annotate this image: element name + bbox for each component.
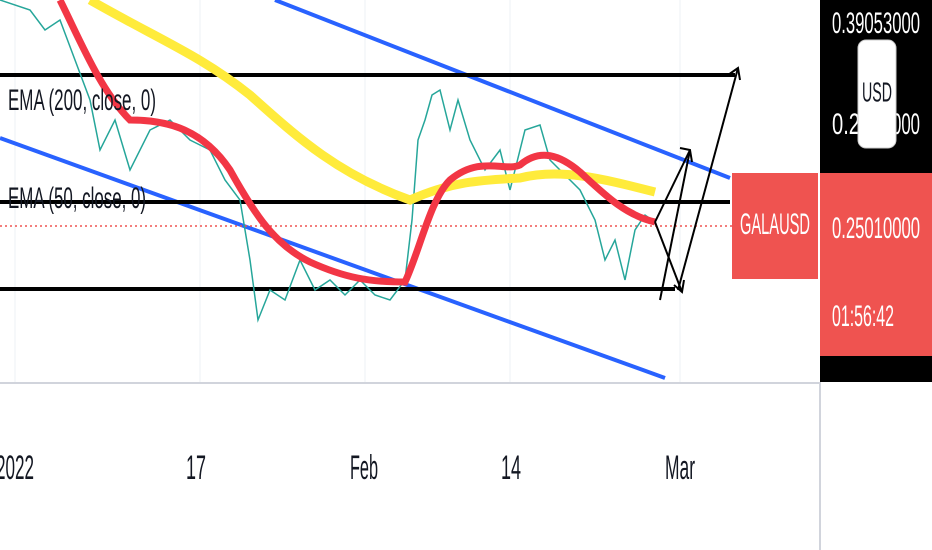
time-label: 17 — [186, 449, 206, 487]
indicator-label: EMA (200, close, 0) — [8, 84, 156, 117]
symbol-tag — [732, 173, 818, 279]
channel-lower — [0, 136, 666, 380]
time-label: 2022 — [0, 449, 34, 487]
price-label: 0.39053000 — [832, 7, 920, 40]
symbol-label: GALAUSD — [740, 208, 810, 241]
time-label: 14 — [501, 449, 521, 487]
price-label: 0.2 — [832, 108, 860, 141]
ema-200 — [87, 0, 657, 205]
time-label: Feb — [350, 449, 378, 487]
projection-arrows — [654, 66, 741, 301]
price-label: 000 — [892, 108, 920, 141]
countdown: 01:56:42 — [832, 300, 894, 333]
ema-50 — [56, 0, 656, 286]
currency-button[interactable] — [857, 39, 897, 149]
last-price: 0.25010000 — [832, 212, 920, 245]
indicator-label: EMA (50, close, 0) — [8, 182, 146, 215]
time-label: Mar — [665, 449, 695, 487]
last-price-tag — [820, 173, 932, 356]
currency-button-label[interactable]: USD — [862, 76, 892, 107]
channel-upper — [274, 0, 731, 180]
